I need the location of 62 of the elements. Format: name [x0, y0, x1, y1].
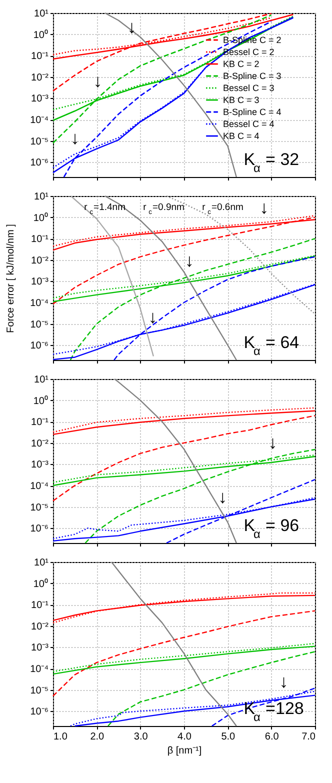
- line-series: [107, 651, 316, 727]
- y-tick-label: 10⁰: [33, 578, 48, 590]
- y-tick-label: 10⁻³: [31, 94, 50, 105]
- y-tick-label: 10⁻²: [31, 621, 50, 632]
- y-tick-label: 10⁻²: [31, 72, 50, 84]
- y-tick-label: 10⁻⁵: [30, 136, 48, 148]
- x-tick-label: 1.0: [54, 732, 68, 742]
- y-tick-label: 10¹: [34, 8, 50, 20]
- y-tick-label: 10⁻⁶: [30, 340, 48, 352]
- y-tick-label: 10¹: [34, 374, 50, 386]
- legend-label: Bessel C = 3: [223, 83, 274, 93]
- y-tick-label: 10⁻⁴: [30, 664, 48, 676]
- x-tick-label: 2.0: [90, 732, 105, 742]
- y-tick-label: 10⁰: [33, 394, 48, 407]
- y-tick-label: 10¹: [34, 192, 50, 202]
- annotation: ↓: [218, 486, 228, 507]
- line-series: [52, 415, 316, 502]
- legend-label: B-Spline C = 4: [223, 107, 282, 117]
- y-axis-title: Force error [ kJ/mol/nm ]: [6, 224, 16, 333]
- y-tick-label: 10⁻⁵: [30, 502, 48, 514]
- y-tick-label: 10⁻⁵: [30, 319, 48, 330]
- legend-label: KB C = 3: [223, 95, 260, 105]
- y-tick-label: 10⁰: [33, 212, 48, 224]
- x-tick-label: 3.0: [134, 732, 148, 742]
- legend-label: B-Spline C = 3: [223, 71, 282, 81]
- annotation: ↓: [184, 250, 194, 270]
- y-tick-label: 10⁻⁴: [30, 481, 48, 492]
- y-tick-label: 10⁻³: [31, 460, 50, 471]
- legend-label: Bessel C = 4: [223, 119, 274, 129]
- line-series: [52, 610, 316, 697]
- y-tick-label: 10⁻¹: [31, 600, 50, 612]
- annotation: ↓: [93, 70, 102, 91]
- x-tick-label: 5.0: [221, 732, 236, 742]
- y-tick-label: 10⁻¹: [31, 417, 50, 428]
- legend-label: KB C = 2: [223, 59, 260, 69]
- x-axis-title: β [nm⁻¹]: [167, 746, 202, 756]
- y-tick-label: 10⁻²: [31, 255, 50, 266]
- x-tick-label: 7.0: [302, 732, 316, 742]
- x-tick-label: 4.0: [178, 732, 192, 742]
- annotation: ↓: [127, 17, 136, 38]
- y-tick-label: 10⁻²: [31, 438, 50, 450]
- y-tick-label: 10⁻⁴: [30, 298, 48, 310]
- line-series: [114, 378, 237, 544]
- y-tick-label: 10⁻³: [31, 642, 50, 654]
- y-tick-label: 10⁻³: [31, 276, 50, 288]
- y-tick-label: 10⁻¹: [31, 51, 50, 62]
- y-tick-label: 10⁻⁶: [30, 706, 48, 718]
- y-tick-label: 10⁻⁵: [30, 685, 48, 696]
- annotation: ↓: [70, 128, 80, 148]
- annotation: ↓: [148, 306, 158, 327]
- y-tick-label: 10⁻⁶: [30, 524, 48, 535]
- x-tick-label: 6.0: [264, 732, 280, 742]
- y-tick-label: 10¹: [34, 558, 50, 568]
- annotation: ↓: [279, 671, 288, 692]
- annotation: ↓: [260, 197, 269, 218]
- legend-label: KB C = 4: [223, 131, 260, 141]
- line-series: [110, 561, 237, 727]
- y-tick-label: 10⁻⁴: [30, 115, 48, 126]
- y-tick-label: 10⁰: [33, 28, 48, 41]
- y-tick-label: 10⁻⁶: [30, 158, 48, 169]
- y-tick-label: 10⁻¹: [31, 234, 50, 246]
- annotation: ↓: [268, 432, 278, 453]
